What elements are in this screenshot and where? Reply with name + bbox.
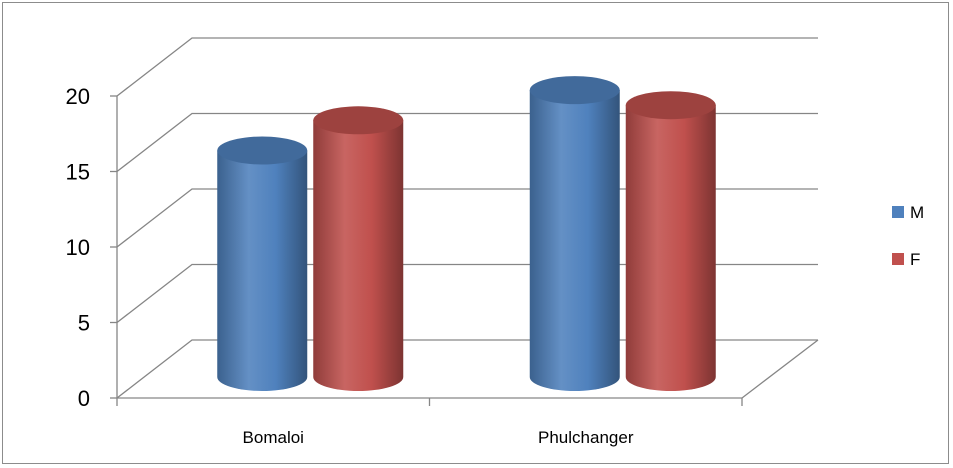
gridline	[116, 37, 818, 97]
axes	[110, 95, 743, 406]
bar-top	[313, 106, 404, 135]
bar-m-bomaloi	[217, 136, 308, 391]
bar-m-phulchanger	[529, 76, 620, 391]
legend-label-m: M	[910, 203, 924, 222]
y-tick-labels: 0 5 10 15 20	[66, 84, 90, 411]
bar-f-phulchanger	[625, 91, 716, 391]
legend: MF	[892, 203, 924, 269]
y-tick-label: 10	[66, 235, 90, 260]
bar-top	[625, 91, 716, 120]
bar-f-bomaloi	[313, 106, 404, 392]
bar-body	[529, 90, 620, 391]
bar-body	[217, 150, 308, 391]
y-tick-label: 20	[66, 84, 90, 109]
legend-swatch-m	[892, 206, 904, 218]
bar-top	[529, 76, 620, 105]
y-tick-label: 5	[78, 311, 90, 336]
bar-top	[217, 136, 308, 165]
x-category-label: Bomaloi	[243, 428, 304, 447]
x-category-label: Phulchanger	[538, 428, 634, 447]
legend-swatch-f	[892, 253, 904, 265]
category-labels: Bomaloi Phulchanger	[243, 428, 634, 447]
y-tick-label: 0	[78, 386, 90, 411]
y-tick-label: 15	[66, 160, 90, 185]
bar-body	[313, 120, 404, 392]
bars	[217, 76, 716, 392]
bar-body	[625, 105, 716, 391]
legend-label-f: F	[910, 250, 920, 269]
